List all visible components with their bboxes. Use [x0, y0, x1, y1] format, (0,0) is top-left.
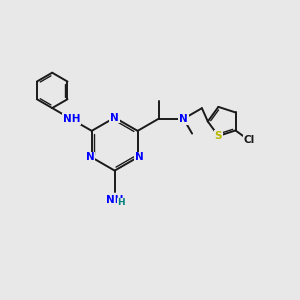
- Text: S: S: [214, 131, 222, 141]
- Text: N: N: [86, 152, 94, 162]
- Text: NH: NH: [106, 195, 123, 205]
- Text: NH: NH: [63, 114, 80, 124]
- Text: Cl: Cl: [244, 136, 255, 146]
- Text: N: N: [179, 114, 188, 124]
- Text: N: N: [135, 152, 143, 162]
- Text: N: N: [110, 112, 119, 123]
- Text: H: H: [117, 198, 125, 207]
